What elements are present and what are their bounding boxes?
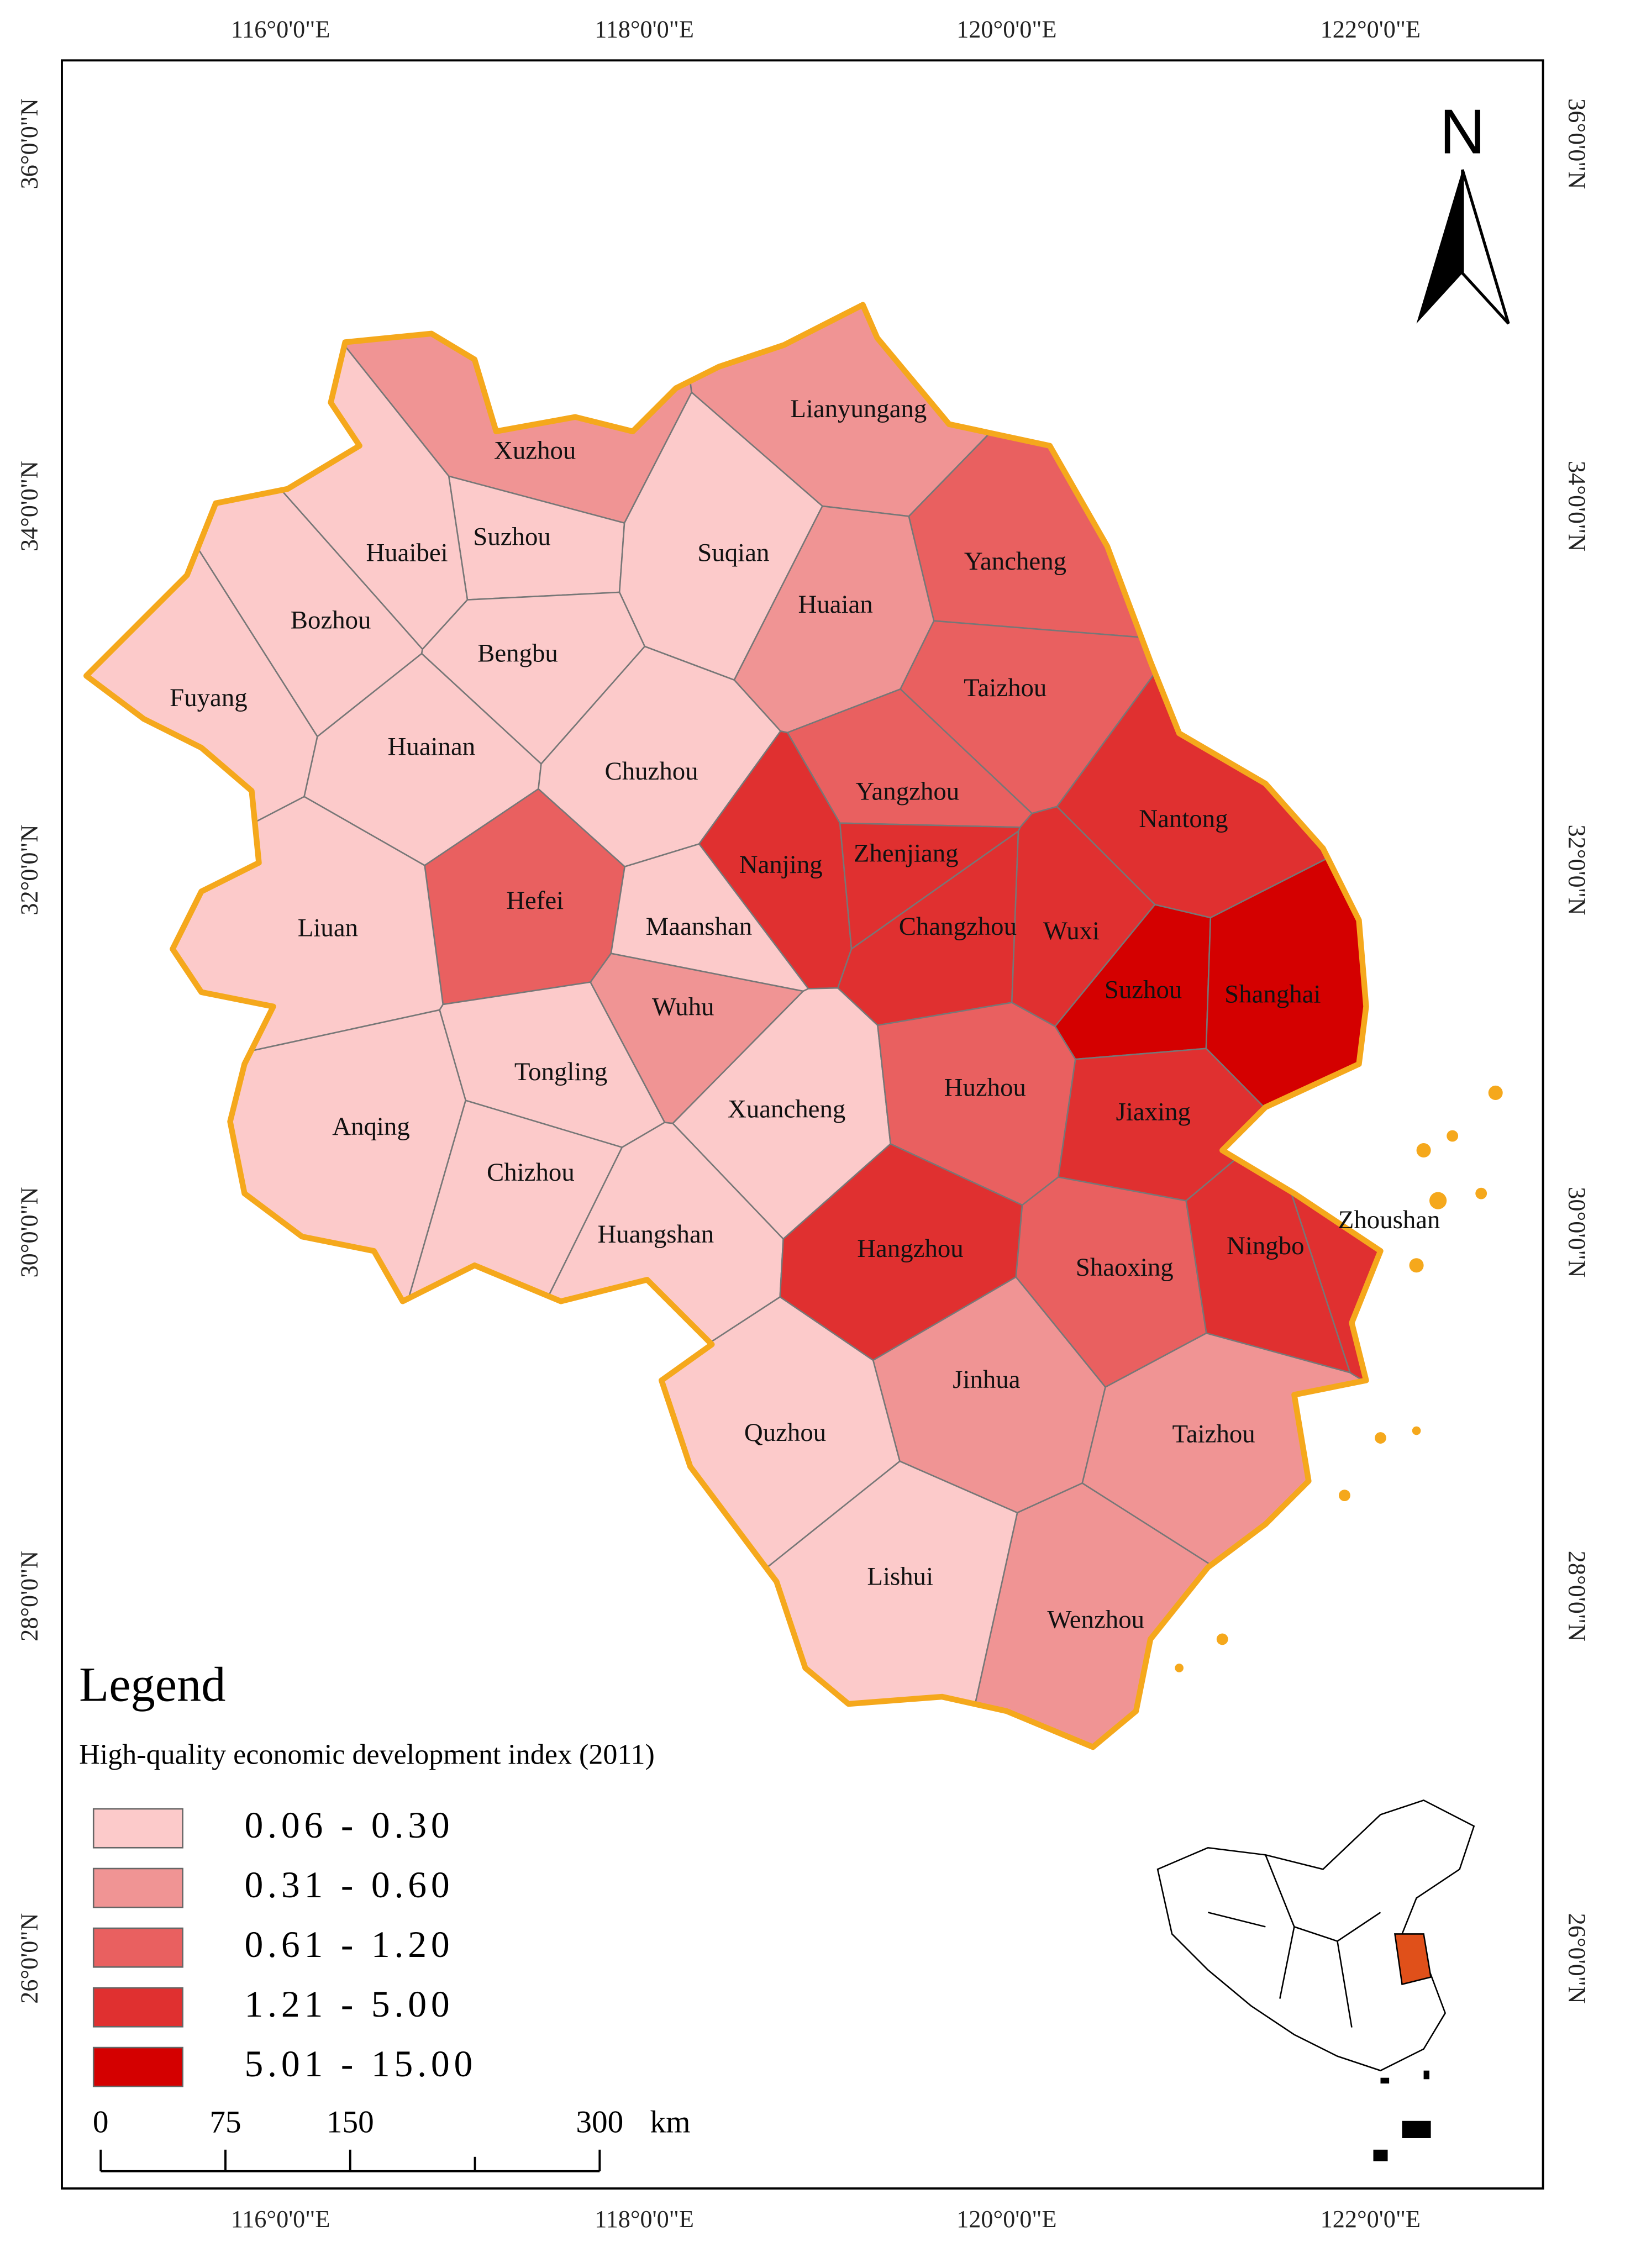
city-label: Anqing (332, 1112, 410, 1141)
city-label: Suqian (697, 538, 769, 567)
scale-label: 75 (209, 2105, 241, 2140)
city-label: Shanghai (1224, 980, 1321, 1008)
latitude-label: 30°0'0"N (1564, 1187, 1591, 1277)
city-label: Liuan (298, 914, 358, 943)
legend-swatch (92, 1867, 183, 1908)
city-label: Yancheng (964, 547, 1066, 576)
city-label: Shaoxing (1076, 1253, 1174, 1282)
city-label: Taizhou (1172, 1420, 1255, 1449)
latitude-label: 32°0'0"N (1564, 824, 1591, 915)
scale-unit: km (650, 2105, 690, 2140)
legend-swatch (92, 1987, 183, 2028)
city-label: Bengbu (477, 639, 558, 668)
latitude-label: 26°0'0"N (1564, 1913, 1591, 2004)
city-label: Hangzhou (857, 1234, 963, 1263)
city-label: Zhenjiang (854, 839, 959, 867)
longitude-label: 120°0'0"E (956, 15, 1056, 43)
city-label: Wuxi (1043, 917, 1100, 945)
city-label: Changzhou (899, 912, 1017, 941)
longitude-label: 120°0'0"E (956, 2206, 1056, 2233)
map-frame (61, 59, 1544, 2190)
latitude-label: 26°0'0"N (15, 1913, 43, 2004)
city-label: Quzhou (744, 1418, 826, 1447)
city-label: Hefei (506, 886, 564, 915)
city-label: Xuancheng (728, 1095, 845, 1124)
city-label: Nantong (1139, 804, 1228, 833)
city-label: Suzhou (473, 523, 550, 551)
latitude-label: 36°0'0"N (1564, 98, 1591, 189)
region-outline (83, 302, 1384, 1750)
city-label: Nanjing (739, 850, 823, 879)
city-label: Huaian (798, 590, 873, 619)
city-label: Huangshan (597, 1220, 714, 1249)
city-label: Jiaxing (1116, 1098, 1191, 1127)
arrow-right (1461, 169, 1510, 325)
legend-swatch (92, 1808, 183, 1849)
city-label: Fuyang (170, 683, 248, 712)
latitude-label: 36°0'0"N (15, 98, 43, 189)
longitude-label: 122°0'0"E (1321, 15, 1421, 43)
city-label: Lishui (867, 1562, 933, 1591)
longitude-label: 116°0'0"E (231, 15, 330, 43)
scale-label: 150 (327, 2105, 374, 2140)
city-label: Maanshan (646, 912, 752, 941)
scale-label: 0 (93, 2105, 109, 2140)
city-label: Wuhu (652, 993, 714, 1022)
islands (1175, 1085, 1503, 1672)
longitude-label: 118°0'0"E (595, 2206, 694, 2233)
city-label: Bozhou (291, 606, 371, 635)
city-label: Jinhua (953, 1365, 1020, 1394)
latitude-label: 28°0'0"N (1564, 1551, 1591, 1641)
legend-subtitle: High-quality economic development index … (79, 1739, 655, 1770)
city-label: Ningbo (1227, 1232, 1305, 1260)
longitude-label: 122°0'0"E (1321, 2206, 1421, 2233)
latitude-label: 34°0'0"N (1564, 461, 1591, 551)
latitude-label: 34°0'0"N (15, 461, 43, 551)
city-label: Chuzhou (604, 757, 698, 786)
city-label: Wenzhou (1047, 1605, 1144, 1634)
latitude-label: 28°0'0"N (15, 1551, 43, 1641)
regions (85, 303, 1382, 1748)
legend-swatch (92, 2046, 183, 2087)
city-label: Taizhou (964, 673, 1046, 702)
longitude-label: 118°0'0"E (595, 15, 694, 43)
latitude-label: 30°0'0"N (15, 1187, 43, 1277)
city-label: Huaibei (366, 538, 448, 567)
legend-swatch (92, 1927, 183, 1968)
legend-label: 0.61 - 1.20 (244, 1924, 454, 1965)
scale-label: 300 (576, 2105, 623, 2140)
legend-label: 0.06 - 0.30 (244, 1804, 454, 1846)
legend-title: Legend (79, 1657, 225, 1712)
city-label: Huainan (388, 733, 476, 761)
city-label: Chizhou (487, 1158, 575, 1187)
city-label: Tongling (514, 1057, 607, 1086)
latitude-label: 32°0'0"N (15, 824, 43, 915)
city-label: Huzhou (944, 1073, 1026, 1102)
city-label: Xuzhou (494, 436, 576, 465)
inset-map (1156, 1799, 1475, 2161)
legend-label: 1.21 - 5.00 (244, 1983, 454, 2025)
city-label: Zhoushan (1338, 1206, 1440, 1234)
legend-label: 5.01 - 15.00 (244, 2043, 477, 2085)
city-label: Suzhou (1105, 976, 1182, 1004)
city-label: Lianyungang (790, 394, 927, 423)
north-label: N (1440, 96, 1486, 167)
longitude-label: 116°0'0"E (231, 2206, 330, 2233)
city-label: Yangzhou (855, 777, 959, 806)
legend-label: 0.31 - 0.60 (244, 1864, 454, 1906)
